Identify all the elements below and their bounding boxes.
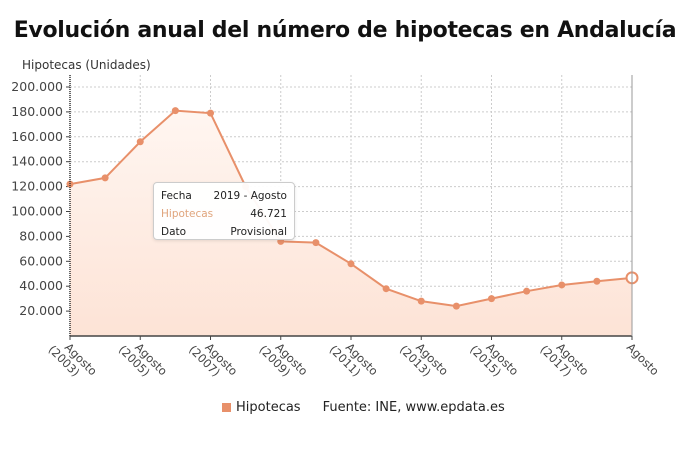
- svg-text:Agosto(2007): Agosto(2007): [186, 333, 240, 387]
- svg-text:160.000: 160.000: [11, 129, 63, 144]
- svg-text:Agosto(2011): Agosto(2011): [327, 333, 381, 387]
- svg-text:140.000: 140.000: [11, 154, 63, 169]
- chart-title: Evolución anual del número de hipotecas …: [13, 18, 677, 43]
- tooltip: Fecha 2019 - Agosto Hipotecas 46.721 Dat…: [153, 182, 295, 240]
- svg-text:Agosto(2013): Agosto(2013): [397, 333, 451, 387]
- svg-text:40.000: 40.000: [19, 278, 63, 293]
- svg-text:20.000: 20.000: [19, 303, 63, 318]
- svg-text:Agosto(2009): Agosto(2009): [256, 333, 310, 387]
- svg-text:60.000: 60.000: [19, 253, 63, 268]
- svg-text:180.000: 180.000: [11, 104, 63, 119]
- svg-text:Agosto(2015): Agosto(2015): [467, 333, 521, 387]
- svg-text:100.000: 100.000: [11, 204, 63, 219]
- svg-text:Agosto(2003): Agosto(2003): [46, 333, 100, 387]
- legend-series-label[interactable]: Hipotecas: [236, 400, 301, 415]
- y-axis-label: Hipotecas (Unidades): [22, 58, 151, 72]
- svg-text:200.000: 200.000: [11, 79, 63, 94]
- tooltip-row-fecha: Fecha 2019 - Agosto: [161, 190, 287, 202]
- svg-text:120.000: 120.000: [11, 179, 63, 194]
- svg-text:Agosto(2005): Agosto(2005): [116, 333, 170, 387]
- tooltip-row-dato: Dato Provisional: [161, 226, 287, 238]
- legend-swatch: [222, 403, 231, 412]
- svg-text:80.000: 80.000: [19, 228, 63, 243]
- svg-text:Agosto: Agosto: [624, 340, 662, 378]
- source-note: Fuente: INE, www.epdata.es: [322, 400, 505, 415]
- tooltip-row-hipotecas: Hipotecas 46.721: [161, 208, 287, 220]
- legend: Hipotecas Fuente: INE, www.epdata.es: [222, 400, 505, 415]
- svg-text:Agosto(2017): Agosto(2017): [537, 333, 591, 387]
